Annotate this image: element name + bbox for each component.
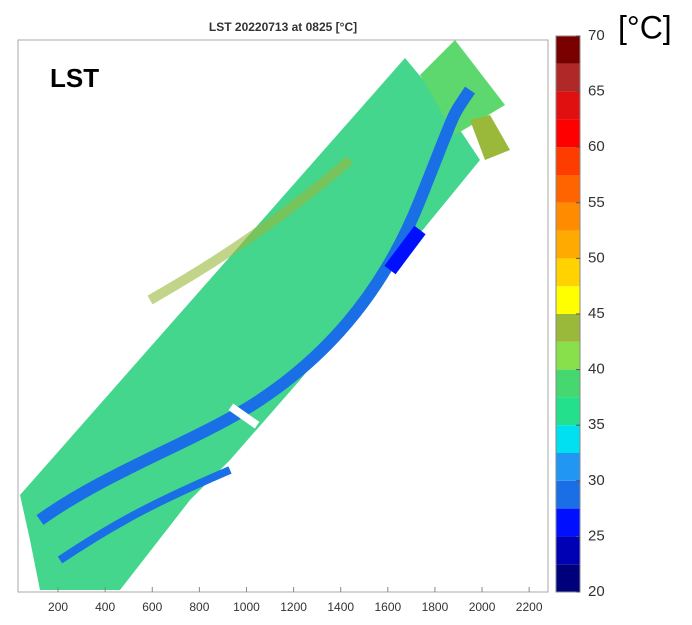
colorbar-bin [556,508,580,537]
map-strip [20,58,480,590]
river [384,225,426,275]
colorbar-tick-label: 40 [588,361,605,378]
x-tick-label: 1400 [327,600,354,614]
x-tick-label: 1600 [374,600,401,614]
river [36,86,475,525]
colorbar-bin [556,480,580,509]
colorbar-bin [556,341,580,370]
river [57,466,232,564]
colorbar-bin [556,147,580,175]
colorbar-tick-label: 60 [588,138,605,155]
colorbar-bin [556,258,580,287]
unit-label: [°C] [618,9,672,45]
x-tick-label: 1800 [422,600,449,614]
colorbar-tick-label: 45 [588,305,605,322]
colorbar-bin [556,453,580,481]
x-tick-label: 1200 [280,600,307,614]
x-tick-label: 1000 [233,600,260,614]
colorbar-bin [556,314,580,342]
x-tick-label: 2200 [516,600,543,614]
colorbar-bin [556,397,580,426]
colorbar-tick-label: 25 [588,527,605,544]
colorbar-bin [556,536,580,565]
colorbar-bin [556,230,580,259]
colorbar-tick-label: 30 [588,472,605,489]
x-tick-label: 400 [95,600,115,614]
map-strip [470,115,510,160]
colorbar-bin [556,286,580,314]
colorbar-tick-label: 20 [588,583,605,600]
colorbar-bin [556,63,580,92]
gap [228,403,260,429]
colorbar-bin [556,119,580,148]
colorbar-tick-label: 50 [588,249,605,266]
x-tick-label: 600 [142,600,162,614]
colorbar-bin [556,91,580,120]
colorbar-tick-label: 55 [588,194,605,211]
colorbar-tick-label: 65 [588,83,605,100]
colorbar-bin [556,564,580,592]
colorbar-bin [556,36,580,64]
lst-map [20,40,510,590]
map-label: LST [50,63,99,93]
x-tick-label: 800 [189,600,209,614]
map-strip [420,40,505,135]
colorbar-tick-label: 70 [588,27,605,44]
chart-title: LST 20220713 at 0825 [°C] [209,20,357,34]
x-tick-label: 200 [48,600,68,614]
warm-area [147,156,354,305]
colorbar-tick-label: 35 [588,416,605,433]
colorbar-bin [556,369,580,398]
x-tick-label: 2000 [469,600,496,614]
colorbar-bin [556,425,580,453]
colorbar-bin [556,175,580,203]
colorbar-bin [556,202,580,231]
